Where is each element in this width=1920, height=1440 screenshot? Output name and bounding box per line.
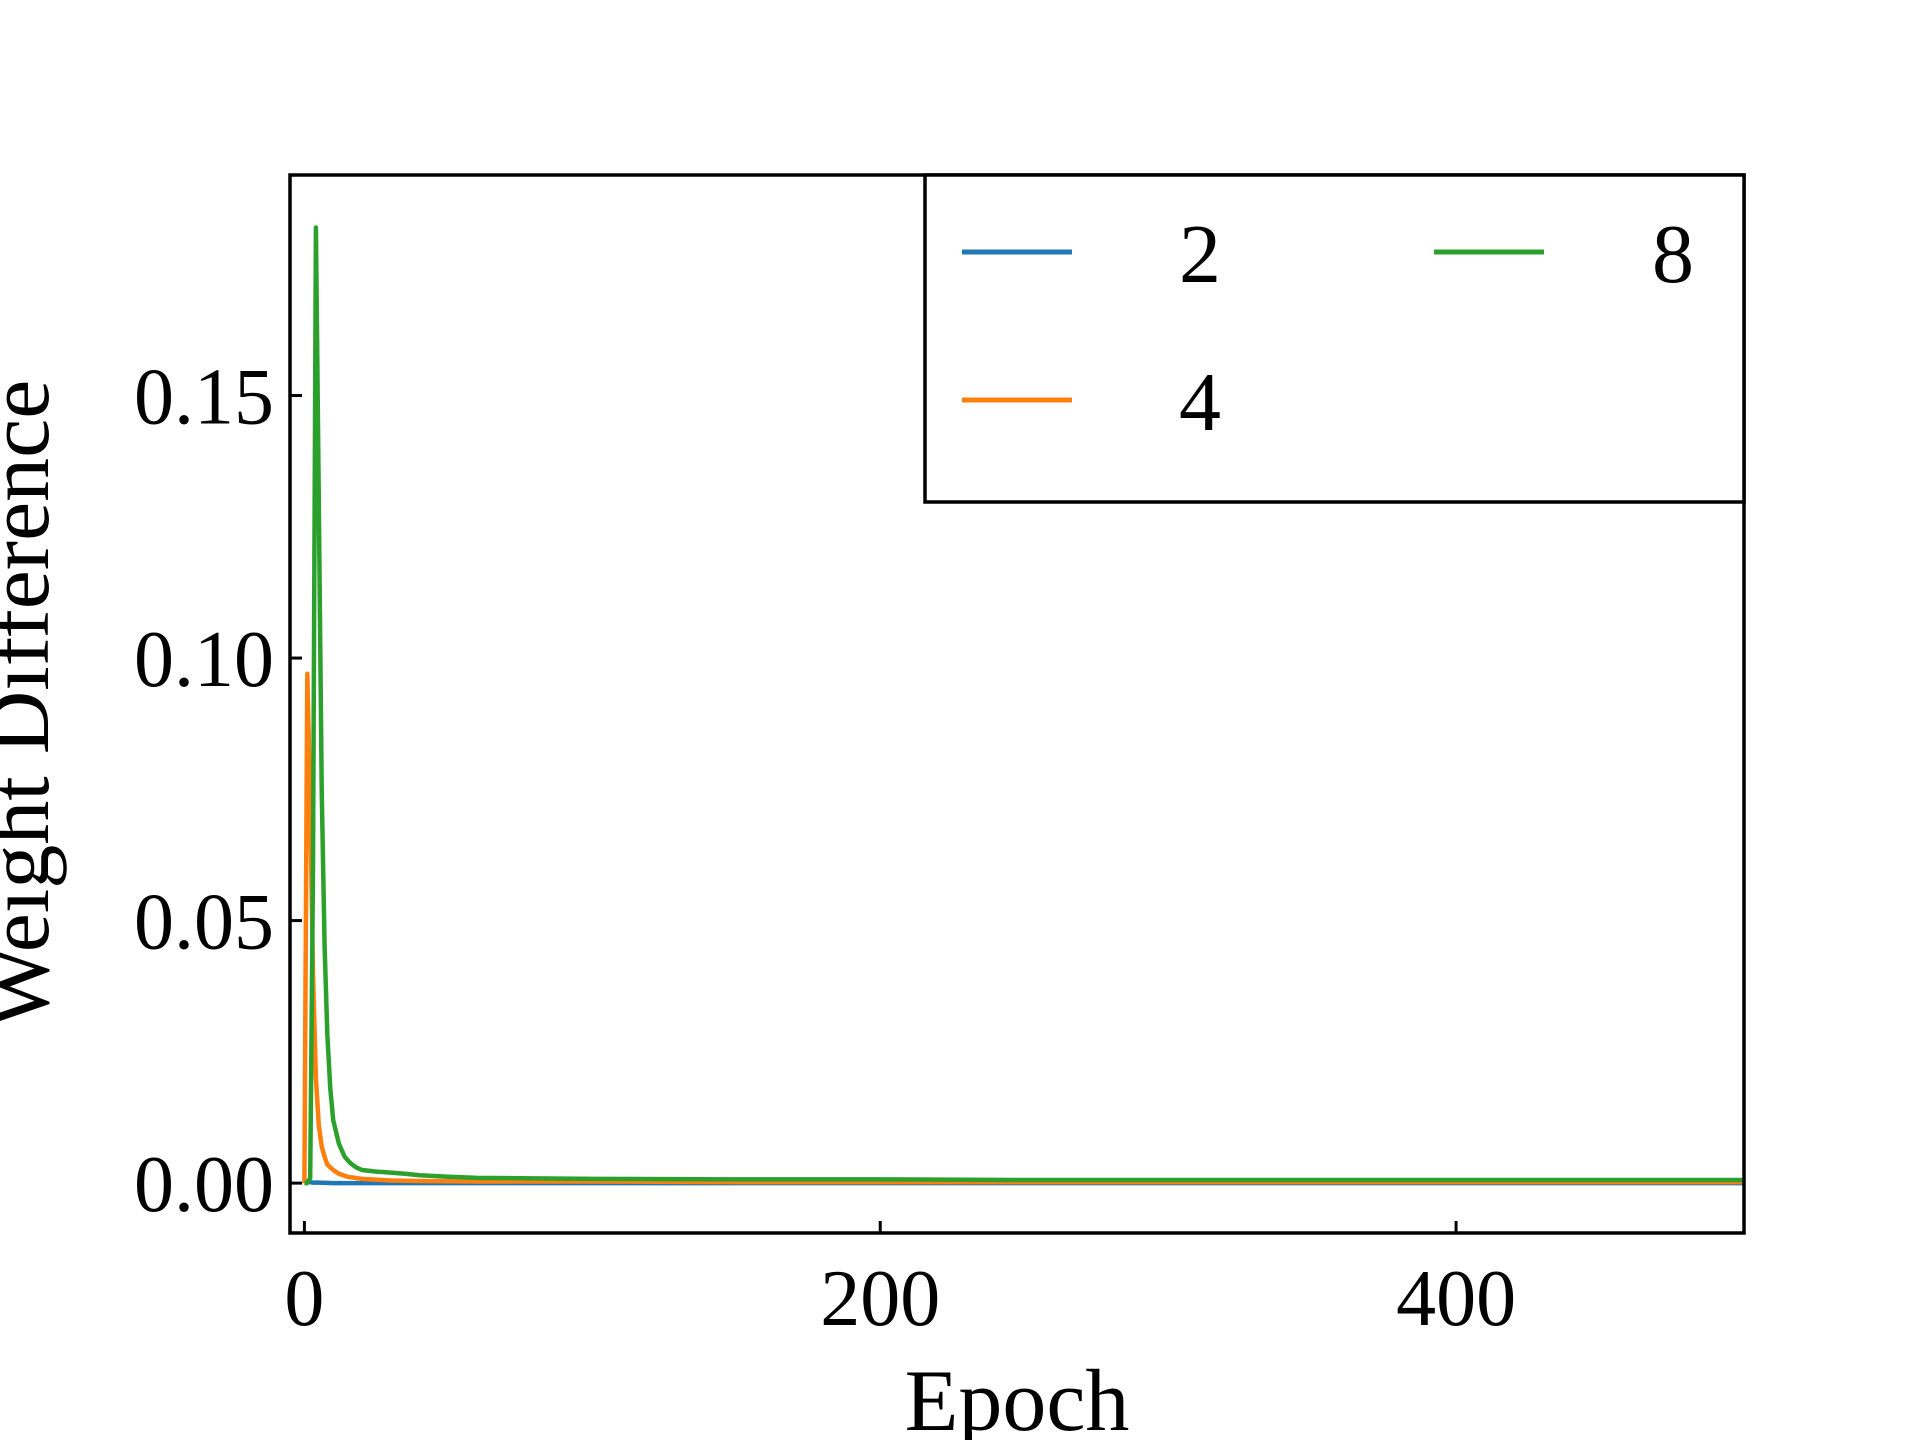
x-tick-label: 200 [820, 1255, 940, 1343]
legend: 2 4 8 [923, 173, 1746, 504]
x-axis: 0 200 400 [284, 1221, 1516, 1343]
legend-frame [923, 173, 1746, 504]
y-tick-label: 0.00 [134, 1141, 274, 1229]
series-line-4 [302, 671, 1744, 1185]
y-axis-title: Weight Difference [0, 380, 68, 1029]
x-tick-label: 0 [284, 1255, 324, 1343]
y-tick-label: 0.15 [134, 354, 274, 442]
series-line-8 [304, 225, 1744, 1186]
legend-label-2: 2 [1179, 208, 1221, 301]
y-axis: 0.00 0.05 0.10 0.15 [134, 354, 302, 1229]
x-tick-label: 400 [1396, 1255, 1516, 1343]
legend-entries: 2 4 8 [962, 208, 1694, 449]
legend-label-8: 8 [1652, 208, 1694, 301]
y-tick-label: 0.05 [134, 879, 274, 967]
series-layer [302, 225, 1744, 1186]
legend-label-4: 4 [1179, 356, 1221, 449]
x-axis-title: Epoch [905, 1353, 1130, 1440]
y-tick-label: 0.10 [134, 616, 274, 704]
